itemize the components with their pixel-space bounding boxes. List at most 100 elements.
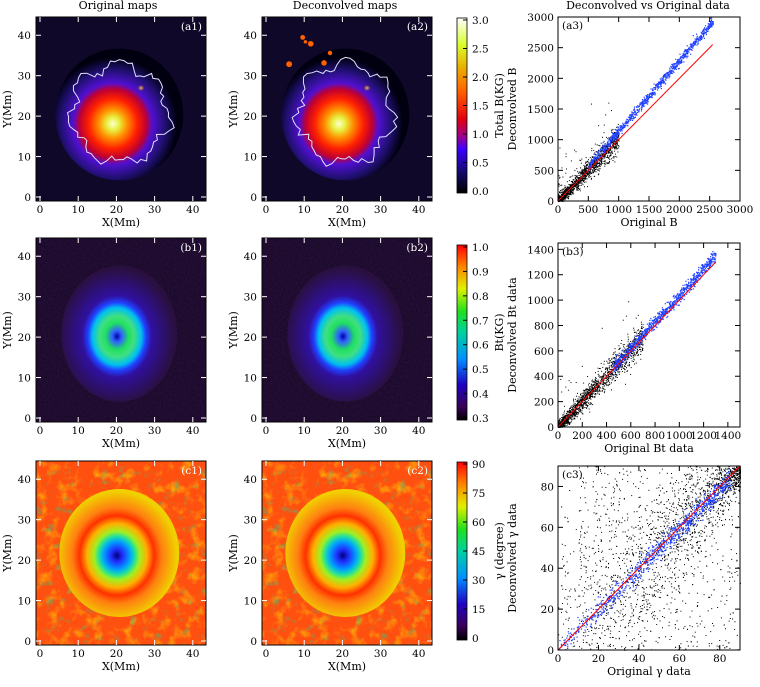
scatter-y-tick-label: 1500 — [527, 104, 554, 116]
map-y-tick-label: 40 — [18, 474, 31, 486]
map-y-tick-label: 40 — [244, 30, 257, 42]
colorbar-1: 0.3 0.4 0.5 0.6 0.7 0.8 0.9 1.0 Bt(KG) — [456, 242, 506, 425]
colorbar-tick-label: 0.5 — [472, 364, 489, 376]
colorbar-tick-label: 75 — [472, 488, 485, 500]
panel-label: (a1) — [181, 21, 202, 33]
map-x-tick-label: 20 — [110, 425, 123, 437]
scatter-y-tick-label: 2500 — [527, 43, 554, 55]
scatter-x-tick-label: 1400 — [714, 430, 741, 442]
map-x-tick-label: 0 — [263, 425, 270, 437]
map-y-tick-label: 30 — [18, 292, 31, 304]
map-y-tick-label: 20 — [244, 111, 257, 123]
scatter-y-tick-label: 600 — [534, 346, 554, 358]
scatter-x-tick-label: 800 — [645, 430, 665, 442]
map-x-tick-label: 30 — [374, 648, 387, 660]
fit-line — [557, 261, 717, 428]
panel-label: (a3) — [562, 20, 583, 32]
colorbar-label: Bt(KG) — [493, 313, 506, 351]
scatter-x-tick-label: 2500 — [696, 204, 723, 216]
map-x-tick-label: 40 — [412, 204, 425, 216]
map-x-tick-label: 20 — [336, 204, 349, 216]
map-x-axis-label: X(Mm) — [102, 437, 140, 450]
map-y-tick-label: 20 — [244, 555, 257, 567]
map-deconvolved-b2: 0 10 20 30 40 0 10 20 30 40 X(Mm) Y(Mm) (b2) — [227, 237, 433, 450]
map-original-a1: 0 10 20 30 40 0 10 20 30 40 X(Mm) Y(Mm) (a1) — [1, 16, 207, 229]
map-y-tick-label: 30 — [18, 515, 31, 527]
map-y-tick-label: 0 — [250, 636, 257, 648]
colorbar-tick-label: 0.4 — [472, 389, 489, 401]
map-y-tick-label: 10 — [244, 596, 257, 608]
map-x-tick-label: 20 — [336, 648, 349, 660]
colorbar-tick-label: 0.8 — [472, 291, 489, 303]
map-y-tick-label: 20 — [244, 332, 257, 344]
map-x-tick-label: 10 — [72, 425, 85, 437]
scatter-x-tick-label: 200 — [572, 430, 592, 442]
map-y-tick-label: 0 — [250, 192, 257, 204]
scatter-y-tick-label: 20 — [541, 604, 554, 616]
scatter-y-tick-label: 40 — [541, 563, 554, 575]
map-x-tick-label: 40 — [412, 425, 425, 437]
map-y-tick-label: 10 — [244, 373, 257, 385]
map-y-tick-label: 40 — [244, 474, 257, 486]
colorbar-tick-label: 0.5 — [472, 158, 489, 170]
map-x-tick-label: 30 — [148, 648, 161, 660]
fit-line — [557, 465, 741, 651]
map-y-tick-label: 30 — [244, 515, 257, 527]
map-x-tick-label: 10 — [298, 204, 311, 216]
scatter-panels: 0 500 1000 1500 2000 2500 30000500100015002000… — [506, 12, 753, 678]
scatter-x-tick-label: 40 — [632, 653, 645, 665]
scatter-x-tick-label: 600 — [621, 430, 641, 442]
scatter-x-tick-label: 1000 — [666, 430, 693, 442]
colorbar-tick-label: 1.5 — [472, 101, 489, 113]
scatter-y-axis-label: Deconvolved B — [506, 68, 519, 151]
scatter-y-tick-label: 3000 — [527, 12, 554, 24]
map-deconvolved-a2: 0 10 20 30 40 0 10 20 30 40 X(Mm) Y(Mm) (a2) — [227, 16, 433, 229]
colorbar-0: 0.0 0.5 1.0 1.5 2.0 2.5 3.0 Total B(KG) — [456, 15, 506, 198]
map-x-tick-label: 0 — [263, 648, 270, 660]
map-y-tick-label: 30 — [244, 71, 257, 83]
map-y-axis-label: Y(Mm) — [227, 90, 240, 129]
map-y-tick-label: 40 — [18, 30, 31, 42]
scatter-x-axis-label: Original γ data — [607, 665, 691, 678]
map-y-tick-label: 30 — [18, 71, 31, 83]
map-y-tick-label: 40 — [244, 251, 257, 263]
colorbar-tick-label: 0.3 — [472, 413, 489, 425]
map-x-tick-label: 0 — [37, 204, 44, 216]
scatter-x-tick-label: 1200 — [690, 430, 717, 442]
panel-label: (c1) — [181, 465, 202, 477]
colorbar-tick-label: 60 — [472, 517, 485, 529]
map-original-b1: 0 10 20 30 40 0 10 20 30 40 X(Mm) Y(Mm) (b1) — [1, 237, 207, 450]
scatter-a3: 0 500 1000 1500 2000 2500 30000500100015002000… — [506, 12, 753, 229]
map-y-tick-label: 40 — [18, 251, 31, 263]
scatter-y-tick-label: 400 — [534, 371, 554, 383]
map-x-tick-label: 30 — [148, 204, 161, 216]
map-y-tick-label: 20 — [18, 332, 31, 344]
map-x-axis-label: X(Mm) — [102, 216, 140, 229]
panel-label: (b3) — [562, 246, 584, 258]
panel-label: (c3) — [562, 469, 583, 481]
scatter-points — [558, 251, 717, 428]
colorbar-tick-label: 0.0 — [472, 186, 489, 198]
contour-line — [291, 56, 399, 167]
scatter-x-tick-label: 0 — [555, 204, 562, 216]
scatter-b3: 0 200 400 600 800 100012001400020040060080010… — [506, 242, 741, 455]
scatter-y-tick-label: 60 — [541, 522, 554, 534]
colorbar-tick-label: 0.6 — [472, 340, 489, 352]
scatter-x-tick-label: 500 — [578, 204, 598, 216]
scatter-y-tick-label: 200 — [534, 397, 554, 409]
colorbar-tick-label: 1.0 — [472, 129, 489, 141]
map-deconvolved-c2: 0 10 20 30 40 0 10 20 30 40 X(Mm) Y(Mm) (c2) — [227, 460, 433, 673]
map-x-tick-label: 10 — [72, 204, 85, 216]
map-y-tick-label: 10 — [18, 152, 31, 164]
scatter-x-axis-label: Original Bt data — [604, 442, 694, 455]
map-x-tick-label: 30 — [374, 425, 387, 437]
map-x-tick-label: 10 — [72, 648, 85, 660]
scatter-y-tick-label: 1200 — [527, 270, 554, 282]
colorbar-tick-label: 30 — [472, 575, 485, 587]
map-x-axis-label: X(Mm) — [328, 216, 366, 229]
colorbar-2: 0 15 30 45 60 75 90 γ (degree) — [456, 459, 506, 645]
map-y-axis-label: Y(Mm) — [227, 534, 240, 573]
map-y-tick-label: 30 — [244, 292, 257, 304]
column-title-deconvolved: Deconvolved maps — [293, 0, 398, 12]
scatter-x-tick-label: 1000 — [605, 204, 632, 216]
